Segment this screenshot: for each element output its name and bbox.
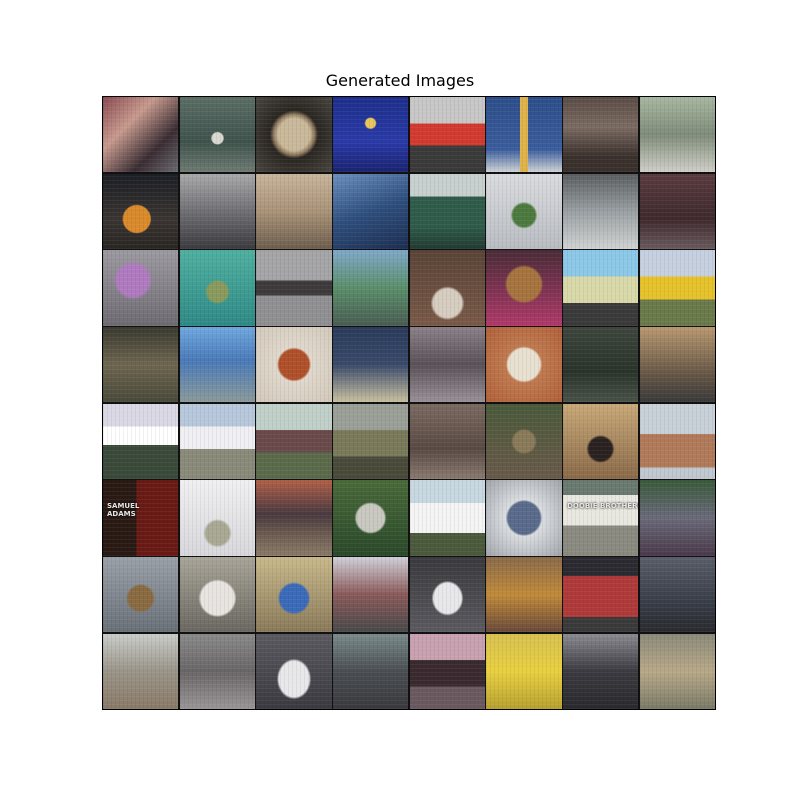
image-text: DOOBIE BROTHERS — [567, 502, 639, 511]
generated-image-colorful-stall — [486, 557, 562, 633]
generated-image-water-lily — [179, 97, 255, 173]
generated-image-gray-blur — [179, 633, 255, 709]
generated-image-flower-pot — [639, 403, 715, 479]
generated-image-burger — [103, 173, 179, 249]
generated-image-child-with-binoculars — [103, 97, 179, 173]
generated-image-people-crowd — [639, 480, 715, 556]
generated-image-candle-blue — [486, 97, 562, 173]
generated-image-gift-shop — [333, 557, 409, 633]
generated-image-blue-dumbbells — [256, 557, 332, 633]
generated-image-old-car — [333, 403, 409, 479]
generated-image-dog-ground — [103, 633, 179, 709]
image-text: SAMUEL ADAMS — [107, 502, 140, 519]
generated-image-jellyfish-blue — [333, 97, 409, 173]
generated-image-person-white-shirt — [256, 633, 332, 709]
generated-image-sunset-beach — [256, 480, 332, 556]
generated-image-motorbikes — [563, 633, 639, 709]
generated-image-snowy-street — [563, 173, 639, 249]
generated-image-green-object — [486, 173, 562, 249]
generated-image-street-scene — [333, 633, 409, 709]
generated-image-fishing-blue — [333, 173, 409, 249]
generated-image-police-van — [409, 480, 485, 556]
generated-image-llama — [333, 480, 409, 556]
generated-image-glasses-face — [409, 327, 485, 403]
generated-image-food-bowl — [103, 557, 179, 633]
generated-image-landscape-green — [409, 173, 485, 249]
generated-image-cup — [409, 250, 485, 326]
generated-image-beer-bottles: SAMUEL ADAMS — [103, 480, 179, 556]
generated-image-plate-shrimp — [486, 327, 562, 403]
generated-image-limo-table — [103, 403, 179, 479]
generated-image-store-sign: DOOBIE BROTHERS — [563, 480, 639, 556]
generated-image-dark-maroon — [639, 173, 715, 249]
figure-title: Generated Images — [325, 71, 475, 90]
generated-image-cat-closeup — [639, 633, 715, 709]
generated-image-face-closeup — [409, 403, 485, 479]
generated-image-pool-water — [179, 250, 255, 326]
generated-image-basketball-player — [256, 173, 332, 249]
generated-image-beach-palms — [179, 327, 255, 403]
generated-image-yellow-car — [639, 250, 715, 326]
generated-image-stone-arch — [563, 403, 639, 479]
generated-image-food-plate — [256, 327, 332, 403]
generated-image-white-shoe — [409, 557, 485, 633]
generated-image-dogs-yard — [103, 327, 179, 403]
generated-image-dark-sky — [639, 557, 715, 633]
generated-image-white-bus — [179, 403, 255, 479]
generated-image-white-vase — [179, 480, 255, 556]
generated-image-plush-toy — [103, 250, 179, 326]
generated-image-red-car — [409, 97, 485, 173]
generated-image-person-sitting — [333, 327, 409, 403]
generated-image-sign-oval — [486, 480, 562, 556]
generated-image-group-photo — [563, 557, 639, 633]
generated-image-pink-hat — [409, 633, 485, 709]
generated-image-yellow-fence — [486, 633, 562, 709]
generated-image-mug — [179, 173, 255, 249]
generated-image-palm-trees — [333, 250, 409, 326]
generated-image-police-car — [563, 250, 639, 326]
generated-image-person-outdoor — [639, 327, 715, 403]
generated-image-dark-car-interior — [563, 97, 639, 173]
generated-image-pizza — [256, 97, 332, 173]
generated-image-classic-car — [256, 403, 332, 479]
generated-image-crowd-colorful — [486, 403, 562, 479]
generated-image-dark-tree — [563, 327, 639, 403]
image-grid: SAMUEL ADAMS DOOBIE BROTHERS — [102, 96, 716, 710]
generated-image-skull — [486, 250, 562, 326]
generated-image-dark-band — [256, 250, 332, 326]
generated-image-white-sign — [179, 557, 255, 633]
generated-image-rickshaw — [639, 97, 715, 173]
